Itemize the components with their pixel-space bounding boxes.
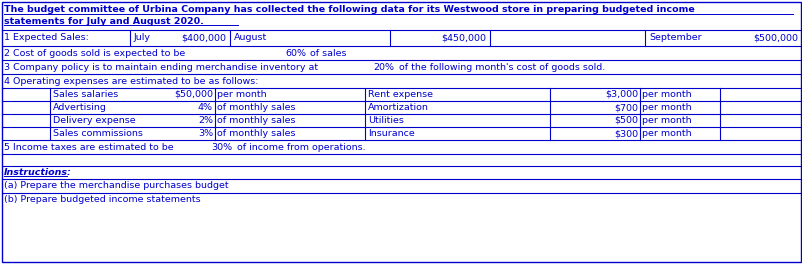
Text: Instructions:: Instructions: [4, 168, 71, 177]
Text: of monthly sales: of monthly sales [217, 129, 295, 138]
Text: Insurance: Insurance [367, 129, 415, 138]
Text: of income from operations.: of income from operations. [237, 143, 365, 152]
Text: per month: per month [217, 90, 266, 99]
Text: 4%: 4% [198, 103, 213, 112]
Text: $50,000: $50,000 [174, 90, 213, 99]
Text: September: September [648, 34, 701, 43]
Text: statements for July and August 2020.: statements for July and August 2020. [4, 16, 204, 26]
Text: $300: $300 [613, 129, 638, 138]
Text: August: August [233, 34, 267, 43]
Text: 4 Operating expenses are estimated to be as follows:: 4 Operating expenses are estimated to be… [4, 77, 258, 86]
Text: $400,000: $400,000 [180, 34, 225, 43]
Text: $3,000: $3,000 [604, 90, 638, 99]
Text: of sales: of sales [310, 49, 346, 58]
Text: Rent expense: Rent expense [367, 90, 432, 99]
Text: (a) Prepare the merchandise purchases budget: (a) Prepare the merchandise purchases bu… [4, 182, 229, 191]
Text: $500,000: $500,000 [752, 34, 797, 43]
Text: $700: $700 [614, 103, 638, 112]
Text: Utilities: Utilities [367, 116, 403, 125]
Text: 20%: 20% [373, 63, 394, 72]
Text: Sales salaries: Sales salaries [53, 90, 118, 99]
Text: of the following month's cost of goods sold.: of the following month's cost of goods s… [399, 63, 605, 72]
Text: The budget committee of Urbina Company has collected the following data for its : The budget committee of Urbina Company h… [4, 6, 694, 15]
Text: 30%: 30% [211, 143, 232, 152]
Text: 60%: 60% [285, 49, 306, 58]
Text: 1 Expected Sales:: 1 Expected Sales: [4, 34, 89, 43]
Text: $500: $500 [614, 116, 638, 125]
Text: 3 Company policy is to maintain ending merchandise inventory at: 3 Company policy is to maintain ending m… [4, 63, 318, 72]
Text: Advertising: Advertising [53, 103, 107, 112]
Text: per month: per month [642, 103, 691, 112]
Text: per month: per month [642, 90, 691, 99]
Text: per month: per month [642, 116, 691, 125]
Text: 2 Cost of goods sold is expected to be: 2 Cost of goods sold is expected to be [4, 49, 185, 58]
Text: per month: per month [642, 129, 691, 138]
Text: of monthly sales: of monthly sales [217, 103, 295, 112]
Text: (b) Prepare budgeted income statements: (b) Prepare budgeted income statements [4, 196, 200, 205]
Text: Amortization: Amortization [367, 103, 428, 112]
Text: $450,000: $450,000 [440, 34, 485, 43]
Text: Sales commissions: Sales commissions [53, 129, 143, 138]
Text: 5 Income taxes are estimated to be: 5 Income taxes are estimated to be [4, 143, 173, 152]
Text: of monthly sales: of monthly sales [217, 116, 295, 125]
Text: 2%: 2% [198, 116, 213, 125]
Text: July: July [134, 34, 151, 43]
Text: 3%: 3% [197, 129, 213, 138]
Text: Delivery expense: Delivery expense [53, 116, 136, 125]
